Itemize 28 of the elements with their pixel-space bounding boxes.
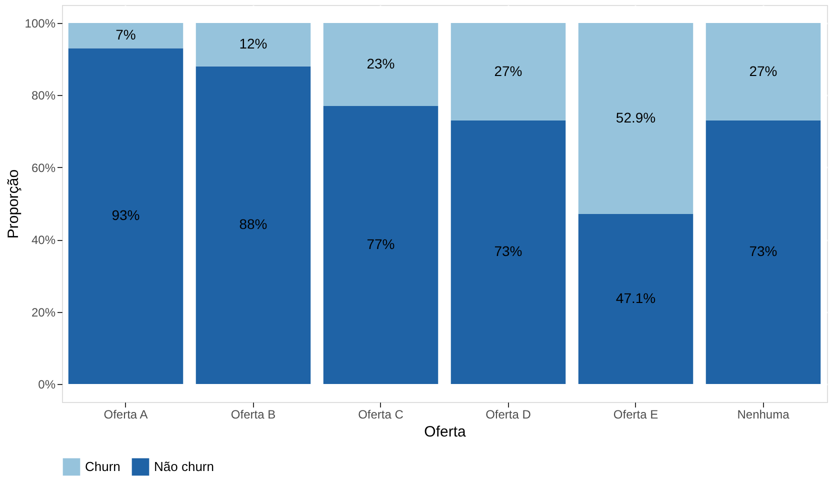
data-label: 23% <box>366 56 395 72</box>
y-axis-title: Proporção <box>4 169 22 239</box>
legend-label: Churn <box>85 458 120 474</box>
data-label: 93% <box>112 207 140 224</box>
x-tick-label: Oferta B <box>230 408 276 422</box>
y-tick-label: 60% <box>31 160 56 175</box>
data-label: 73% <box>494 243 522 260</box>
data-label: 27% <box>494 62 522 79</box>
x-tick-label: Nenhuma <box>737 408 790 422</box>
data-label: 73% <box>749 243 778 260</box>
x-axis-title: Oferta <box>424 424 466 440</box>
data-label: 88% <box>239 216 268 232</box>
data-label: 47.1% <box>616 290 656 306</box>
x-tick-label: Oferta C <box>358 408 404 422</box>
data-label: 77% <box>366 236 395 252</box>
data-label: 27% <box>749 62 778 79</box>
data-label: 52.9% <box>616 110 656 126</box>
x-tick-label: Oferta E <box>613 408 658 422</box>
x-tick-label: Oferta A <box>104 408 148 422</box>
legend-label: Não churn <box>154 458 214 474</box>
x-tick-label: Oferta D <box>486 408 532 422</box>
y-tick-label: 100% <box>24 16 56 31</box>
y-tick-label: 20% <box>31 305 56 320</box>
y-tick-label: 80% <box>31 88 56 103</box>
data-label: 12% <box>239 36 268 52</box>
y-tick-label: 40% <box>31 233 56 248</box>
data-label: 7% <box>116 26 136 43</box>
y-tick-label: 0% <box>38 377 56 392</box>
